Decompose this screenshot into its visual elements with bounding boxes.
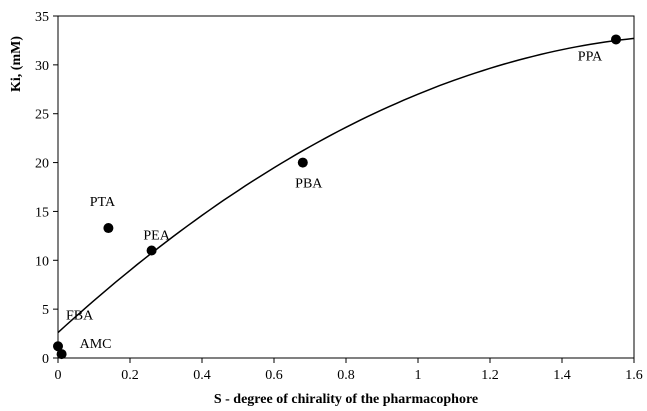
data-point-fba <box>53 341 63 352</box>
trend-curve <box>57 37 635 334</box>
point-label-pba: PBA <box>295 177 323 192</box>
data-point-pba <box>297 157 308 168</box>
x-axis-ticks: 0 0.2 0.4 0.6 0.8 1 1.2 1.4 1.6 <box>55 358 643 383</box>
y-axis-title: Ki, (mM) <box>9 36 24 92</box>
data-point-amc <box>56 349 67 360</box>
point-label-amc: AMC <box>80 337 112 352</box>
plot-area-frame <box>57 15 635 359</box>
y-tick-label: 25 <box>35 108 49 123</box>
y-tick-label: 5 <box>42 303 49 318</box>
x-tick-label: 1.6 <box>625 368 643 383</box>
x-tick-label: 0.2 <box>121 368 139 383</box>
point-label-pta: PTA <box>90 195 116 210</box>
y-tick-label: 15 <box>35 205 49 220</box>
y-axis-ticks: 0 5 10 15 20 25 30 35 <box>35 10 58 367</box>
y-tick-label: 20 <box>35 157 49 172</box>
data-points <box>53 34 621 360</box>
point-label-ppa: PPA <box>578 49 603 64</box>
x-tick-label: 0.8 <box>337 368 355 383</box>
x-axis-title: S - degree of chirality of the pharmacop… <box>214 392 478 407</box>
point-label-fba: FBA <box>66 308 94 323</box>
x-tick-label: 1.2 <box>481 368 499 383</box>
y-tick-label: 10 <box>35 254 49 269</box>
data-point-ppa <box>611 34 621 45</box>
y-tick-label: 35 <box>35 10 49 25</box>
x-tick-label: 0.4 <box>193 368 211 383</box>
y-tick-label: 0 <box>42 352 49 367</box>
y-tick-label: 30 <box>35 59 49 74</box>
point-label-pea: PEA <box>143 229 170 244</box>
point-labels: FBA AMC PTA PEA PBA PPA <box>66 49 603 352</box>
x-tick-label: 0 <box>55 368 62 383</box>
data-point-pta <box>103 223 114 234</box>
x-tick-label: 1.4 <box>553 368 571 383</box>
x-tick-label: 0.6 <box>265 368 283 383</box>
x-tick-label: 1 <box>415 368 422 383</box>
data-point-pea <box>146 245 157 256</box>
